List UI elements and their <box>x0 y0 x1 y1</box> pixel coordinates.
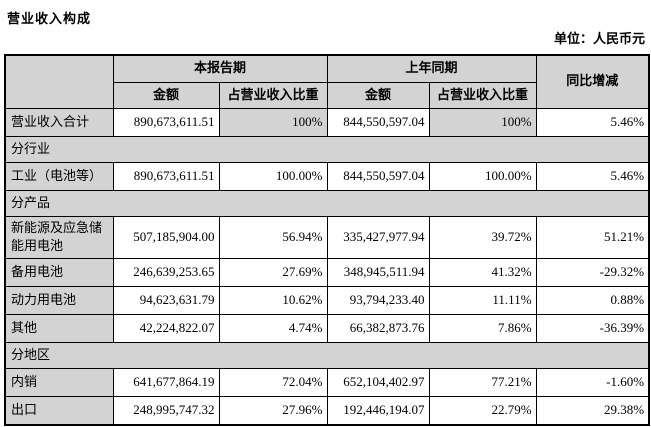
section-label: 分产品 <box>4 189 650 217</box>
amount-cell: 890,673,611.51 <box>112 107 220 137</box>
header-row-groups: 本报告期 上年同期 同比增减 <box>4 54 650 109</box>
yoy-cell: -1.60% <box>535 368 650 398</box>
pct-cell: 100% <box>428 107 537 137</box>
row-label: 动力用电池 <box>4 286 114 316</box>
row-label: 内销 <box>4 368 114 398</box>
amount-cell: 246,639,253.65 <box>112 258 220 288</box>
yoy-cell: -29.32% <box>535 258 650 288</box>
table-row-export: 出口 248,995,747.32 27.96% 192,446,194.07 … <box>4 396 650 426</box>
pct-cell: 27.96% <box>218 396 328 426</box>
amount-cell: 844,550,597.04 <box>326 161 430 191</box>
header-row-subcolumns: 金额 占营业收入比重 金额 占营业收入比重 <box>5 81 649 109</box>
corner-cell <box>4 54 114 109</box>
yoy-cell: -36.39% <box>535 314 650 344</box>
yoy-cell: 0.88% <box>535 286 650 316</box>
header-amount-current: 金额 <box>112 81 220 109</box>
row-label: 备用电池 <box>4 258 114 288</box>
row-label: 出口 <box>4 396 114 426</box>
amount-cell: 42,224,822.07 <box>112 314 220 344</box>
header-amount-prior: 金额 <box>326 81 430 109</box>
table-row-total-revenue: 营业收入合计 890,673,611.51 100% 844,550,597.0… <box>4 107 650 137</box>
table-row-other: 其他 42,224,822.07 4.74% 66,382,873.76 7.8… <box>4 314 650 344</box>
revenue-composition-table: 本报告期 上年同期 同比增减 金额 占营业收入比重 金额 占营业收入比重 营业收… <box>4 54 651 426</box>
pct-cell: 10.62% <box>218 286 328 316</box>
row-label: 营业收入合计 <box>4 107 114 137</box>
section-row-by-industry: 分行业 <box>4 135 650 163</box>
header-pct-prior: 占营业收入比重 <box>428 81 537 109</box>
table-row-domestic-sales: 内销 641,677,864.19 72.04% 652,104,402.97 … <box>4 368 650 398</box>
yoy-cell: 51.21% <box>535 215 650 260</box>
amount-cell: 93,794,233.40 <box>326 286 430 316</box>
pct-cell: 27.69% <box>218 258 328 288</box>
yoy-cell: 29.38% <box>535 396 650 426</box>
amount-cell: 248,995,747.32 <box>112 396 220 426</box>
section-label: 分行业 <box>4 135 650 163</box>
amount-cell: 335,427,977.94 <box>326 215 430 260</box>
pct-cell: 4.74% <box>218 314 328 344</box>
amount-cell: 652,104,402.97 <box>326 368 430 398</box>
pct-cell: 39.72% <box>428 215 537 260</box>
table-row-industrial: 工业（电池等） 890,673,611.51 100.00% 844,550,5… <box>4 161 650 191</box>
header-current-period: 本报告期 <box>112 54 328 83</box>
header-pct-current: 占营业收入比重 <box>218 81 328 109</box>
section-row-by-region: 分地区 <box>4 342 650 370</box>
row-label: 工业（电池等） <box>4 161 114 191</box>
row-label: 其他 <box>4 314 114 344</box>
pct-cell: 100.00% <box>428 161 537 191</box>
pct-cell: 72.04% <box>218 368 328 398</box>
yoy-cell: 5.46% <box>535 107 650 137</box>
amount-cell: 348,945,511.94 <box>326 258 430 288</box>
pct-cell: 22.79% <box>428 396 537 426</box>
amount-cell: 507,185,904.00 <box>112 215 220 260</box>
amount-cell: 192,446,194.07 <box>326 396 430 426</box>
pct-cell: 100.00% <box>218 161 328 191</box>
amount-cell: 641,677,864.19 <box>112 368 220 398</box>
header-prior-period: 上年同期 <box>326 54 537 83</box>
row-label: 新能源及应急储能用电池 <box>4 215 114 260</box>
table-row-power-battery: 动力用电池 94,623,631.79 10.62% 93,794,233.40… <box>4 286 650 316</box>
pct-cell: 7.86% <box>428 314 537 344</box>
section-label: 分地区 <box>4 342 650 370</box>
pct-cell: 77.21% <box>428 368 537 398</box>
pct-cell: 11.11% <box>428 286 537 316</box>
pct-cell: 56.94% <box>218 215 328 260</box>
pct-cell: 100% <box>218 107 328 137</box>
page-title: 营业收入构成 <box>7 11 92 26</box>
amount-cell: 890,673,611.51 <box>112 161 220 191</box>
amount-cell: 94,623,631.79 <box>112 286 220 316</box>
pct-cell: 41.32% <box>428 258 537 288</box>
table-row-new-energy-battery: 新能源及应急储能用电池 507,185,904.00 56.94% 335,42… <box>4 215 650 260</box>
yoy-cell: 5.46% <box>535 161 650 191</box>
header-yoy-change: 同比增减 <box>535 54 650 109</box>
amount-cell: 844,550,597.04 <box>326 107 430 137</box>
table-row-backup-battery: 备用电池 246,639,253.65 27.69% 348,945,511.9… <box>4 258 650 288</box>
unit-label: 单位：人民币元 <box>553 31 645 46</box>
amount-cell: 66,382,873.76 <box>326 314 430 344</box>
section-row-by-product: 分产品 <box>4 189 650 217</box>
